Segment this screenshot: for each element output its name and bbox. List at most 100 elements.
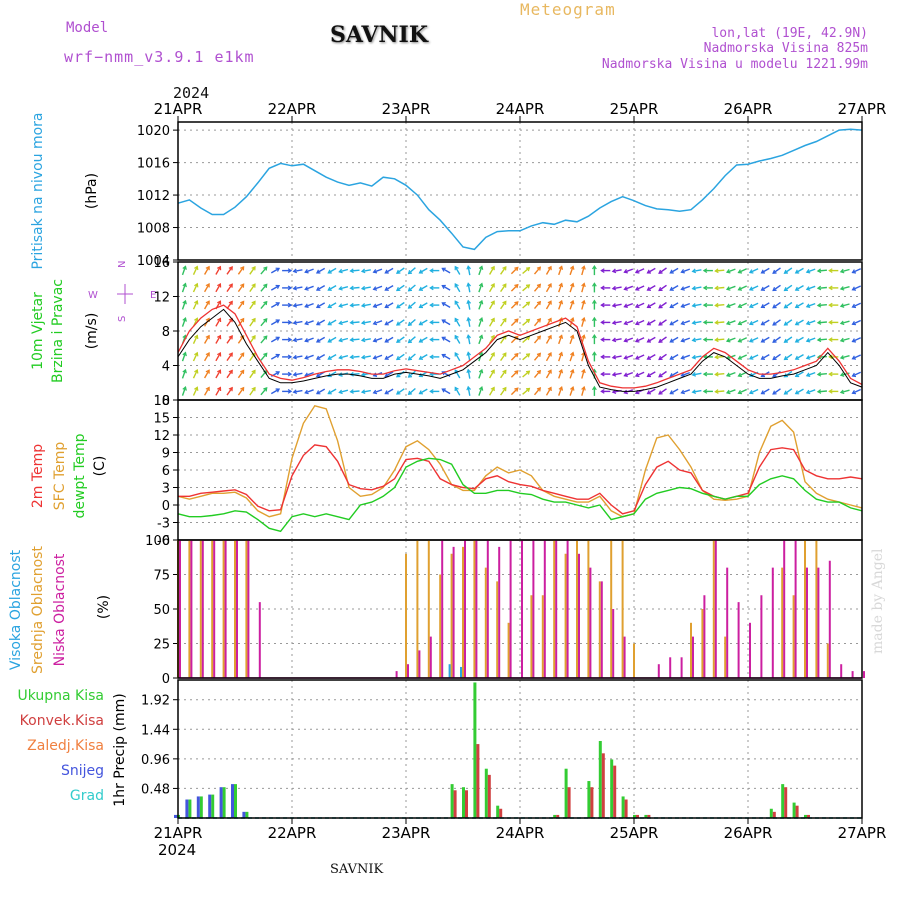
- wind-arrow-head: [275, 371, 281, 376]
- wind-arrow: [467, 283, 471, 293]
- wind-arrow: [419, 267, 428, 274]
- wind-arrow: [181, 369, 187, 379]
- wind-arrow: [419, 284, 428, 291]
- wind-arrow-head: [360, 372, 366, 377]
- wind-arrow-head: [315, 373, 321, 378]
- wind-arrow-head: [490, 352, 495, 357]
- wind-arrow-head: [194, 334, 199, 340]
- wind-arrow: [500, 300, 507, 310]
- wind-arrow-head: [748, 372, 754, 378]
- wind-arrow-head: [395, 338, 401, 343]
- wind-arrow-head: [292, 268, 298, 274]
- wind-arrow-head: [702, 319, 708, 325]
- wind-arrow: [316, 388, 326, 395]
- total-precip-bar: [769, 808, 773, 818]
- compass-east: E: [150, 290, 156, 301]
- wind-arrow-head: [591, 299, 597, 304]
- wind-arrow-head: [680, 303, 685, 308]
- dewpt-line: [177, 457, 863, 533]
- wind-arrow-head: [327, 355, 332, 360]
- wind-arrow: [339, 389, 349, 394]
- wind-arrow-head: [466, 385, 472, 391]
- wind-arrow: [692, 303, 702, 307]
- wind-arrow-head: [634, 286, 640, 291]
- wind-arrow: [545, 266, 552, 275]
- conv-precip-bar: [556, 814, 560, 818]
- wind-arrow-head: [217, 265, 222, 271]
- wind-arrow: [612, 286, 622, 290]
- wind-arrow-head: [783, 338, 789, 343]
- wind-arrow: [361, 355, 371, 359]
- cloud-unit: (%): [96, 595, 112, 619]
- wind-arrow-head: [275, 284, 281, 289]
- wind-arrow-head: [691, 354, 697, 360]
- wind-arrow-head: [525, 353, 531, 358]
- wind-arrow: [558, 335, 563, 345]
- wind-arrow-head: [591, 333, 597, 339]
- wind-arrow-head: [263, 266, 268, 271]
- conv-precip-bar: [772, 811, 776, 818]
- panel-frame-precip: [177, 679, 863, 819]
- wind-arrow-head: [772, 304, 777, 309]
- wind-arrow-head: [205, 300, 210, 305]
- wind-arrow-head: [454, 317, 459, 323]
- y-tick-label: 18: [153, 394, 170, 409]
- wind-arrow-head: [783, 373, 789, 378]
- wind-arrow: [454, 369, 461, 379]
- wind-arrow-head: [287, 371, 293, 377]
- wind-arrow-head: [194, 317, 199, 322]
- wind-arrow-head: [441, 388, 446, 393]
- wind-arrow-head: [240, 369, 245, 374]
- wind-arrow-head: [658, 373, 663, 378]
- wind-arrow: [658, 284, 667, 292]
- wind-arrow-head: [600, 319, 605, 325]
- y-tick-label: 1.92: [141, 694, 170, 709]
- wind-arrow-head: [275, 267, 281, 272]
- wind-arrow-head: [581, 299, 586, 305]
- year-label-bottom: 2024: [158, 841, 196, 859]
- wind-arrow-head: [558, 299, 564, 305]
- wind-arrow-head: [478, 317, 484, 322]
- wind-arrow: [260, 335, 268, 344]
- wind-arrow-head: [502, 386, 507, 392]
- wind-arrow: [669, 336, 679, 343]
- wind-arrow-head: [748, 303, 754, 309]
- wind-arrow: [558, 300, 563, 310]
- wind-arrow-head: [384, 321, 389, 326]
- wind-arrow-head: [395, 321, 401, 326]
- wind-arrow-head: [407, 390, 413, 396]
- wind-arrow-head: [547, 317, 552, 323]
- total-precip-bar: [222, 787, 226, 818]
- wind-arrow: [669, 284, 679, 291]
- t2m-line: [178, 444, 863, 515]
- wind-arrow-head: [418, 390, 424, 395]
- wind-arrow: [840, 268, 850, 273]
- wind-arrow: [749, 319, 759, 325]
- wind-arrow-head: [658, 321, 663, 326]
- wind-arrow: [749, 354, 759, 360]
- wind-arrow: [635, 319, 645, 325]
- wind-arrow-head: [623, 269, 628, 274]
- wind-arrow-head: [429, 268, 434, 274]
- wind-arrow: [510, 370, 519, 378]
- wind-arrow-head: [772, 269, 777, 274]
- wind-arrow: [569, 283, 574, 293]
- wind-arrow-head: [418, 304, 424, 309]
- wind-arrow-head: [839, 268, 845, 274]
- wind-arrow: [478, 300, 483, 310]
- temp-sfc-title: SFC Temp: [52, 442, 68, 511]
- wind-arrow: [304, 320, 314, 325]
- wind-arrow: [510, 266, 519, 275]
- wind-arrow-head: [490, 317, 495, 323]
- conv-precip-bar: [499, 808, 503, 818]
- wind-arrow-head: [514, 283, 519, 289]
- wind-arrow: [304, 371, 314, 377]
- wind-arrow: [350, 390, 360, 393]
- wind-arrow: [203, 300, 210, 310]
- total-precip-bar: [188, 799, 192, 818]
- wind-arrow-head: [600, 285, 605, 291]
- wind-arrow-head: [828, 371, 833, 377]
- wind-arrow: [726, 302, 736, 308]
- wind-arrow-head: [558, 334, 564, 339]
- wind-arrow-head: [760, 304, 766, 309]
